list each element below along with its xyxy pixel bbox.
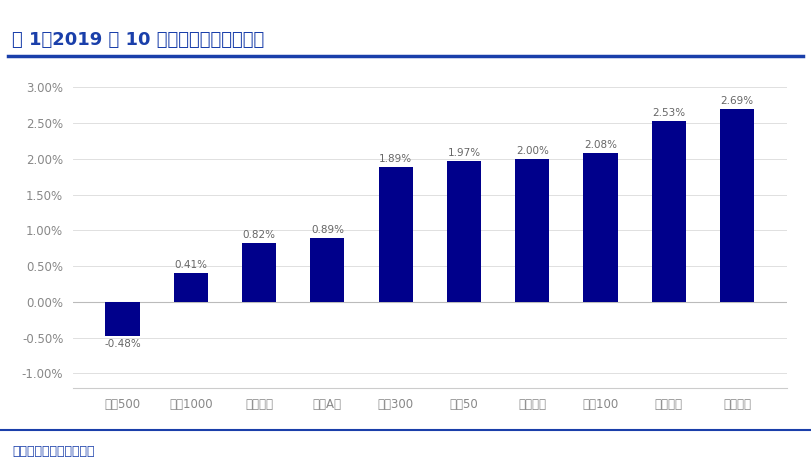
Bar	[720, 110, 754, 302]
Bar	[583, 153, 618, 302]
Bar	[242, 243, 277, 302]
Text: 0.89%: 0.89%	[311, 225, 344, 235]
Text: 0.41%: 0.41%	[174, 259, 208, 270]
Bar	[515, 159, 549, 302]
Text: 2.69%: 2.69%	[721, 96, 753, 107]
Bar	[379, 166, 413, 302]
Bar	[652, 121, 686, 302]
Text: 2.00%: 2.00%	[516, 146, 549, 156]
Text: 1.97%: 1.97%	[448, 148, 481, 158]
Text: 1.89%: 1.89%	[379, 154, 412, 164]
Bar	[447, 161, 481, 302]
Bar	[174, 273, 208, 302]
Text: 资料来源：申万宏源研究: 资料来源：申万宏源研究	[12, 445, 95, 458]
Text: -0.48%: -0.48%	[104, 339, 141, 349]
Text: 2.53%: 2.53%	[652, 108, 685, 118]
Text: 图 1：2019 年 10 月份主要规模指数表现: 图 1：2019 年 10 月份主要规模指数表现	[12, 31, 264, 49]
Text: 2.08%: 2.08%	[584, 140, 617, 150]
Bar	[311, 238, 345, 302]
Text: 0.82%: 0.82%	[242, 230, 276, 240]
Bar	[105, 302, 139, 336]
